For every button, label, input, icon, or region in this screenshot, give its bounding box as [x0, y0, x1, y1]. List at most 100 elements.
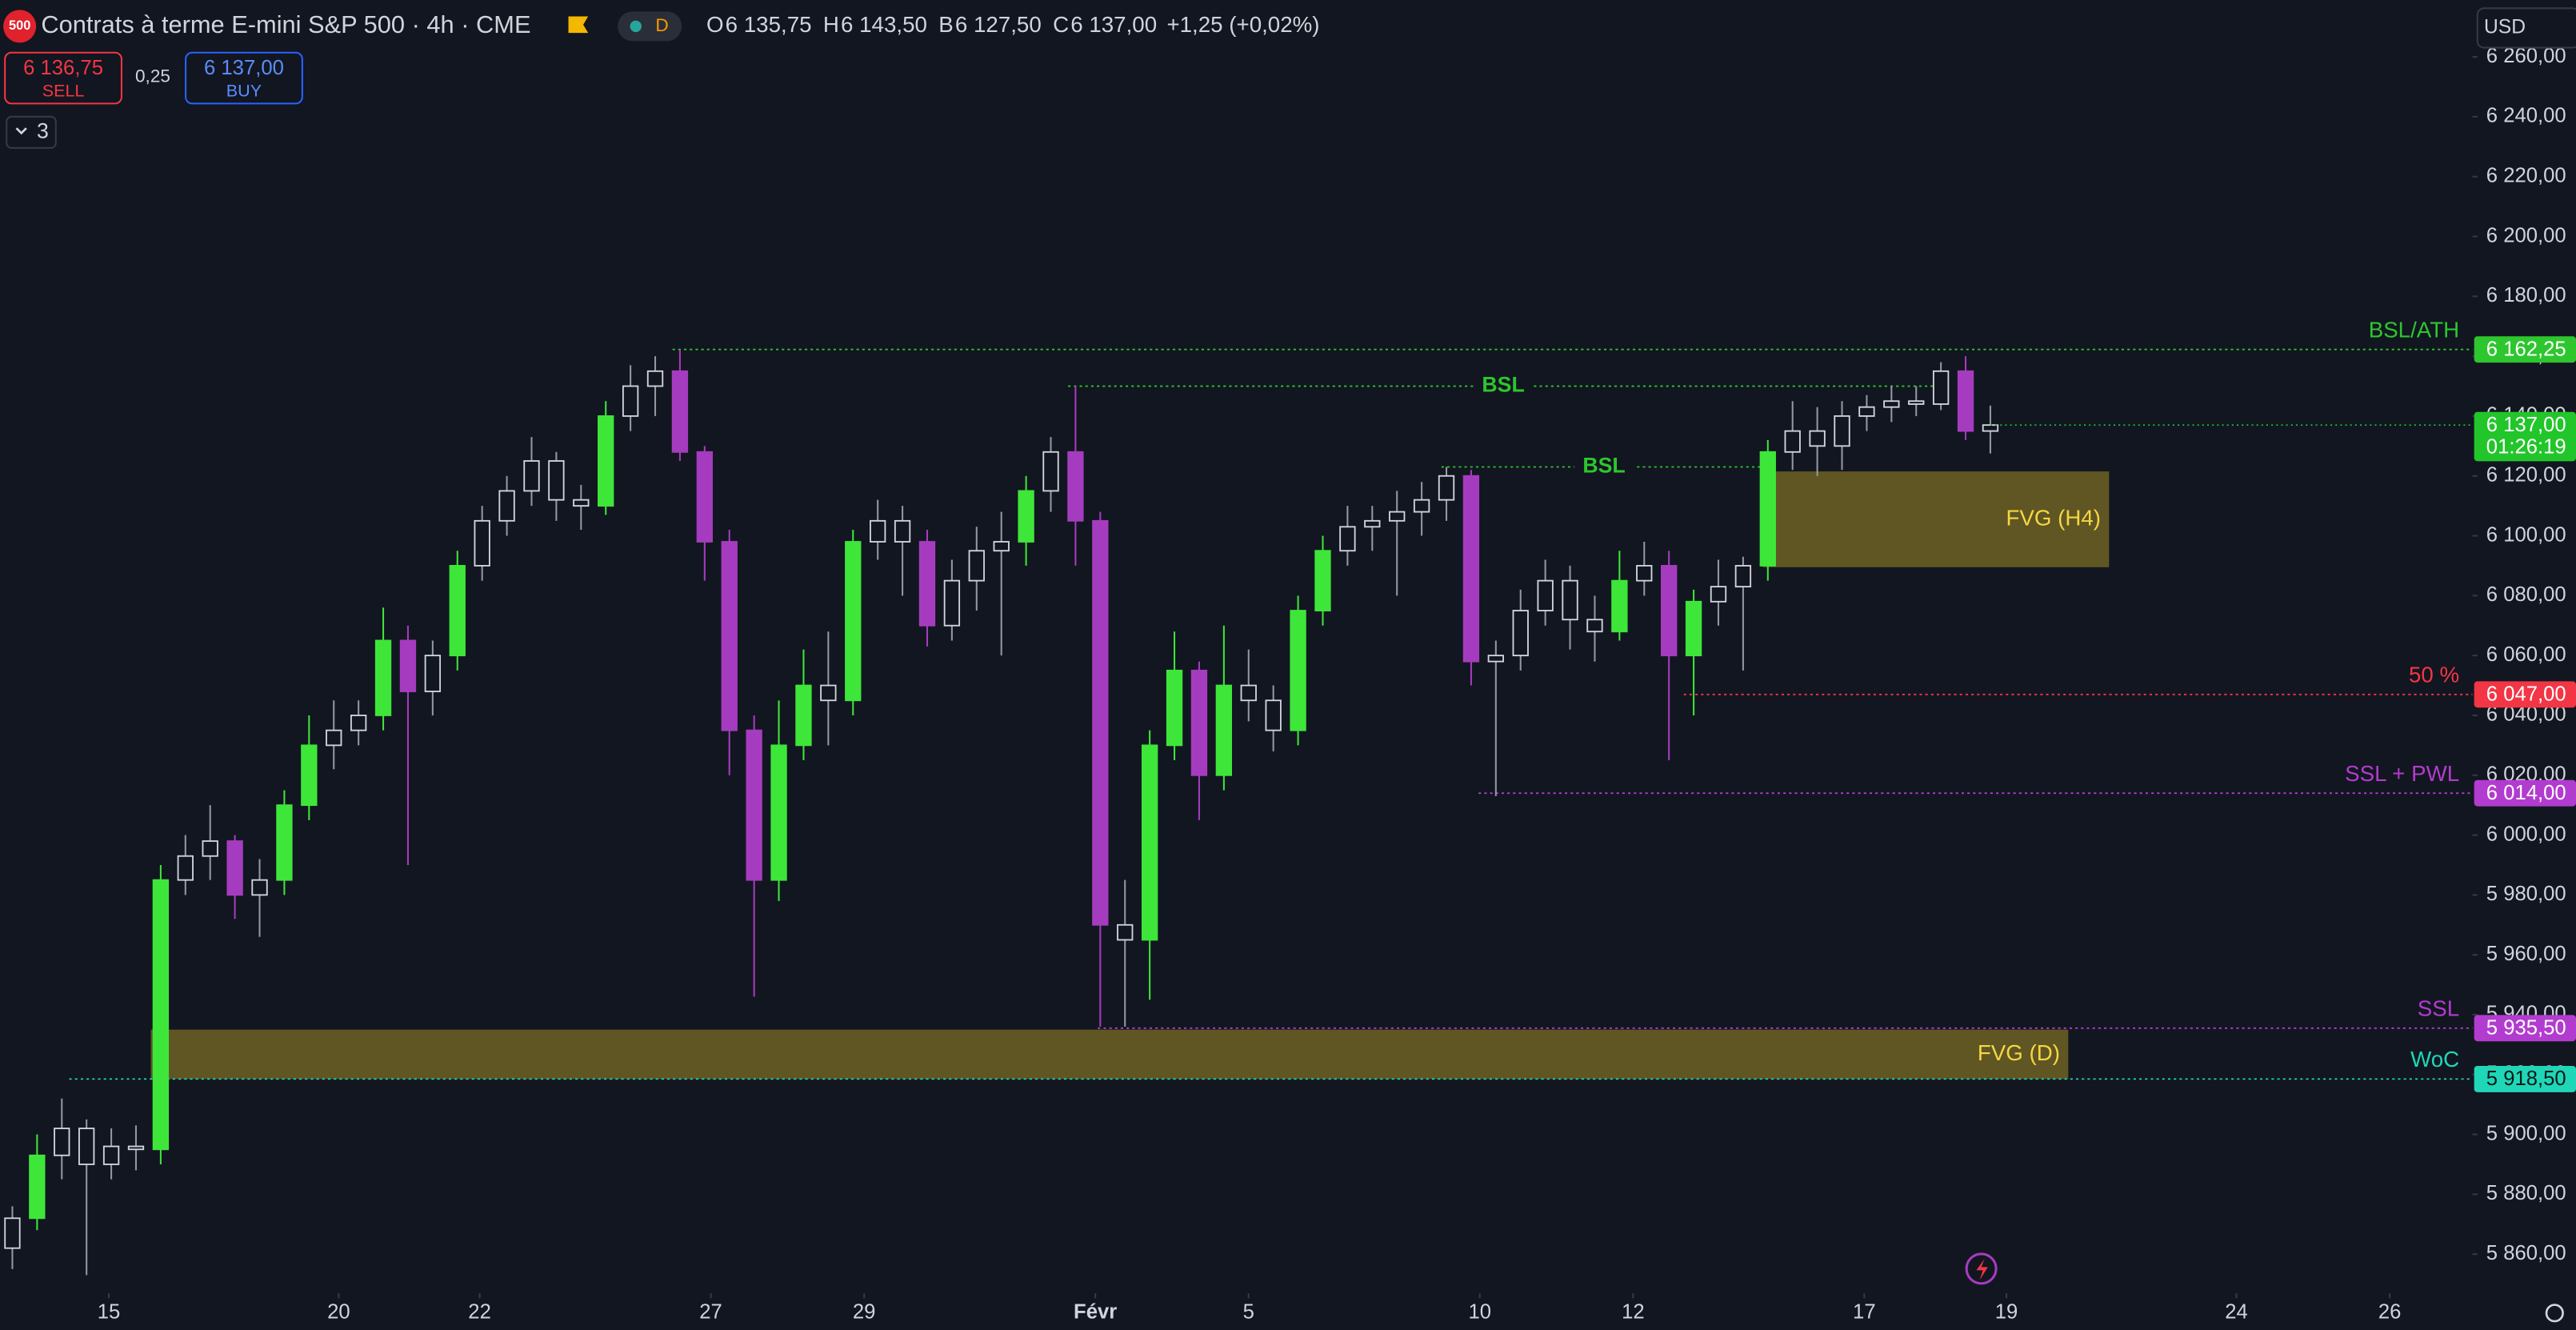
candle-body [894, 519, 911, 543]
candle-body [1562, 579, 1578, 621]
candle-body [993, 541, 1010, 552]
candle-body [1364, 519, 1381, 528]
currency-select[interactable] [2476, 7, 2576, 49]
candle-body [1067, 451, 1084, 522]
indicators-toggle[interactable] [6, 115, 57, 149]
candle-body [1784, 430, 1801, 453]
candle-body [1710, 586, 1727, 603]
price-tag [2474, 779, 2576, 807]
candle-body [202, 840, 218, 857]
y-tick-label: 5 900,00 [2486, 1122, 2566, 1144]
y-tick-label: 6 200,00 [2486, 224, 2566, 246]
x-tick-label: 26 [2378, 1301, 2402, 1324]
session-pill[interactable] [618, 11, 682, 42]
candle-body [1932, 370, 1950, 405]
y-tick-label: 6 060,00 [2486, 643, 2566, 666]
sell-button[interactable] [4, 51, 122, 105]
x-tick-label: 27 [699, 1301, 722, 1324]
candle-body [1537, 579, 1554, 611]
level-label: BSL/ATH [2369, 317, 2459, 342]
candle-body [943, 579, 961, 627]
ohlc-value: 6 127,50 [955, 12, 1042, 37]
ohlc-value: 6 143,50 [841, 12, 927, 37]
level-label: SSL + PWL [2345, 761, 2459, 786]
candle-body [474, 519, 490, 567]
settings-icon[interactable] [2545, 1304, 2564, 1323]
x-tick-label: 22 [468, 1301, 491, 1324]
x-tick-label: 17 [1853, 1301, 1876, 1324]
candle-body [399, 639, 417, 692]
zone-label: FVG (H4) [2006, 505, 2101, 530]
candle-body [1018, 490, 1034, 543]
sell-price: 6 136,75 [23, 57, 103, 79]
candle-body [350, 715, 367, 731]
indicator-count: 3 [37, 118, 49, 142]
candle-body [548, 460, 565, 501]
change: +1,25 (+0,02%) [1166, 12, 1319, 37]
y-tick-label: 5 960,00 [2486, 943, 2566, 965]
candle-body [1389, 511, 1406, 522]
buy-button[interactable] [185, 51, 303, 105]
level-label: BSL [1482, 373, 1524, 397]
bolt [1976, 1259, 1988, 1280]
y-tick-label: 5 880,00 [2486, 1182, 2566, 1204]
price-tag-label: 6 162,25 [2486, 339, 2566, 361]
y-tick-label: 5 860,00 [2486, 1242, 2566, 1264]
candle-body [1141, 744, 1158, 941]
y-tick-label: 6 100,00 [2486, 523, 2566, 546]
price-tag [2474, 336, 2576, 363]
candle-body [968, 550, 985, 582]
candle-body [795, 684, 812, 747]
symbol-title[interactable]: Contrats à terme E-mini S&P 500 · 4h · C… [41, 10, 530, 38]
candle-body [29, 1154, 46, 1220]
candle-body [746, 729, 762, 881]
y-tick-label: 6 080,00 [2486, 583, 2566, 606]
y-tick-label: 6 240,00 [2486, 105, 2566, 127]
logo-text: 500 [9, 18, 30, 33]
session-label: D [655, 15, 668, 35]
ohlc-value: 6 137,00 [1070, 12, 1157, 37]
candle-body [374, 639, 392, 716]
candle-body [1661, 565, 1678, 657]
flag-icon[interactable] [568, 16, 589, 34]
y-tick-label: 6 000,00 [2486, 823, 2566, 845]
alert-icon[interactable] [1965, 1252, 1998, 1285]
x-tick-label: 24 [2225, 1301, 2248, 1324]
candle-body [1314, 550, 1331, 611]
plot-area: FVG (H4) FVG (D) BSL/ATH BSL BSL 50 % SSL + PW… [4, 0, 2576, 1330]
price-tag-label: 5 918,50 [2486, 1068, 2566, 1090]
candle-body [127, 1145, 145, 1151]
price-axis [2472, 0, 2576, 1330]
candle-body [523, 460, 540, 492]
y-tick-label: 6 120,00 [2486, 464, 2566, 487]
candle-body [770, 744, 787, 881]
ohlc-key: H [823, 12, 839, 37]
candle-body [1908, 400, 1925, 405]
candle-body [1809, 430, 1826, 447]
candle-body [1092, 519, 1109, 926]
candle-body [177, 855, 194, 881]
last-price-tag [2474, 411, 2576, 462]
buy-label: BUY [226, 81, 262, 101]
candle-body [1339, 526, 1356, 552]
candle-body [251, 879, 268, 896]
candle-body [820, 684, 837, 702]
candle-body [1190, 669, 1208, 776]
candle-body [54, 1128, 70, 1156]
candle-body [1734, 565, 1752, 588]
candle-body [1834, 415, 1850, 447]
candle-body [1611, 579, 1628, 633]
price-tag-label: 6 047,00 [2486, 683, 2566, 706]
candle-body [449, 565, 466, 657]
market-status [630, 20, 642, 33]
y-tick-label: 5 980,00 [2486, 883, 2566, 905]
level-label: WoC [2410, 1047, 2459, 1072]
x-tick-label: 15 [98, 1301, 121, 1324]
overlay: 500 Contrats à terme E-mini S&P 500 · 4h… [3, 7, 2576, 1323]
chevron [15, 127, 27, 135]
candle-body [1438, 475, 1455, 501]
candle-body [1685, 600, 1702, 657]
label-gap [1574, 455, 1634, 479]
candle-body [1290, 610, 1306, 731]
x-tick-label: 19 [1995, 1301, 2018, 1324]
